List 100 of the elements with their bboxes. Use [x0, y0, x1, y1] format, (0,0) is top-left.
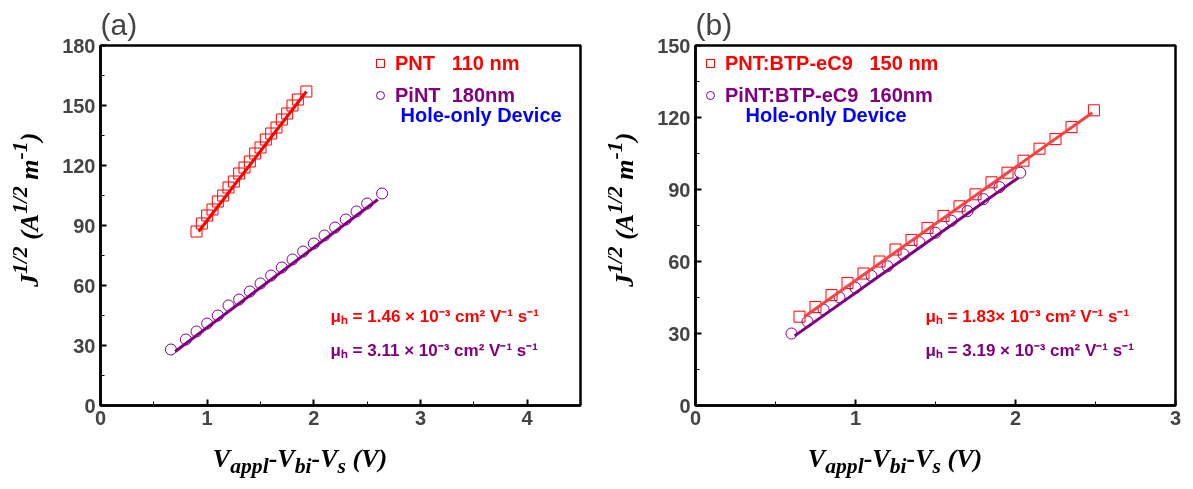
point — [339, 213, 352, 226]
x-tick-label: 2 — [308, 406, 320, 429]
point — [825, 289, 838, 302]
x-tick-label: 3 — [414, 406, 427, 429]
point — [801, 315, 814, 328]
point — [318, 229, 331, 242]
y-tick-label: 90 — [668, 178, 691, 201]
chart-title: (a) — [100, 7, 138, 41]
annotation: μₕ = 1.46 × 10⁻³ cm² V⁻¹ s⁻¹ — [330, 306, 540, 326]
y-tick-label: 150 — [657, 34, 691, 57]
point — [1065, 121, 1078, 134]
point — [270, 121, 283, 134]
point — [190, 225, 203, 238]
point — [329, 221, 342, 234]
annotation: μₕ = 3.19 × 10⁻³ cm² V⁻¹ s⁻¹ — [925, 340, 1135, 360]
x-tick-label: 3 — [1169, 406, 1182, 429]
y-tick-label: 30 — [668, 322, 691, 345]
point — [222, 299, 235, 312]
point — [1017, 154, 1030, 167]
point — [265, 127, 278, 140]
point — [929, 226, 942, 239]
legend-label: PNT 110 nm — [395, 51, 520, 75]
point — [307, 237, 320, 250]
point — [1033, 142, 1046, 155]
point — [897, 248, 910, 261]
y-tick-label: 180 — [62, 34, 96, 57]
y-tick-label: 30 — [73, 334, 96, 357]
point — [376, 187, 389, 200]
y-tick-label: 120 — [657, 106, 691, 129]
point — [1014, 166, 1027, 179]
chart-title: (b) — [695, 7, 733, 41]
point — [1049, 133, 1062, 146]
y-tick-label: 60 — [73, 274, 96, 297]
x-axis-title: V$_{appl}$-V$_{bi}$-V$_{s}$ (V) — [807, 443, 983, 481]
x-tick-label: 1 — [849, 406, 862, 429]
x-tick-label: 4 — [521, 406, 534, 429]
point — [217, 189, 230, 202]
y-tick-label: 60 — [668, 250, 691, 273]
point — [793, 310, 806, 323]
point — [265, 269, 278, 282]
point — [195, 217, 208, 230]
point — [211, 309, 224, 322]
point — [953, 200, 966, 213]
point — [238, 161, 251, 174]
point — [286, 253, 299, 266]
point — [286, 99, 299, 112]
point — [281, 107, 294, 120]
point — [190, 325, 203, 338]
point — [969, 188, 982, 201]
y-tick-label: 150 — [62, 94, 96, 117]
y-tick-label: 120 — [62, 154, 96, 177]
point — [873, 255, 886, 268]
point — [985, 176, 998, 189]
point — [881, 260, 894, 273]
point — [300, 85, 313, 98]
point — [206, 203, 219, 216]
point — [785, 327, 798, 340]
x-axis-title: V$_{appl}$-V$_{bi}$-V$_{s}$ (V) — [212, 443, 388, 481]
point — [961, 205, 974, 218]
point — [211, 195, 224, 208]
point — [249, 147, 262, 160]
x-tick-label: 2 — [1009, 406, 1022, 429]
point — [227, 175, 240, 188]
x-tick-label: 1 — [201, 406, 213, 429]
point — [849, 281, 862, 294]
point — [179, 333, 192, 346]
point — [1087, 104, 1100, 117]
point — [233, 167, 246, 180]
point — [259, 133, 272, 146]
point — [233, 293, 246, 306]
point — [937, 209, 950, 222]
annotation: μₕ = 1.83× 10⁻³ cm² V⁻¹ s⁻¹ — [925, 306, 1130, 326]
point — [275, 113, 288, 126]
point — [201, 317, 214, 330]
annotation: μₕ = 3.11 × 10⁻³ cm² V⁻¹ s⁻¹ — [330, 340, 539, 360]
point — [297, 245, 310, 258]
y-tick-label: 90 — [73, 214, 96, 237]
point — [350, 205, 363, 218]
point — [254, 141, 267, 154]
point — [993, 181, 1006, 194]
point — [361, 197, 374, 210]
point — [857, 267, 870, 280]
point — [1001, 166, 1014, 179]
point — [913, 236, 926, 249]
point — [201, 209, 214, 222]
point — [809, 301, 822, 314]
point — [222, 181, 235, 194]
point — [921, 221, 934, 234]
legend-label: PNT:BTP-eC9 150 nm — [725, 51, 939, 75]
point — [905, 233, 918, 246]
point — [243, 155, 256, 168]
point — [945, 214, 958, 227]
point — [243, 285, 256, 298]
point — [865, 269, 878, 282]
point — [164, 343, 177, 356]
point — [841, 277, 854, 290]
point — [977, 193, 990, 206]
point — [889, 243, 902, 256]
point — [254, 277, 267, 290]
point — [291, 93, 304, 106]
